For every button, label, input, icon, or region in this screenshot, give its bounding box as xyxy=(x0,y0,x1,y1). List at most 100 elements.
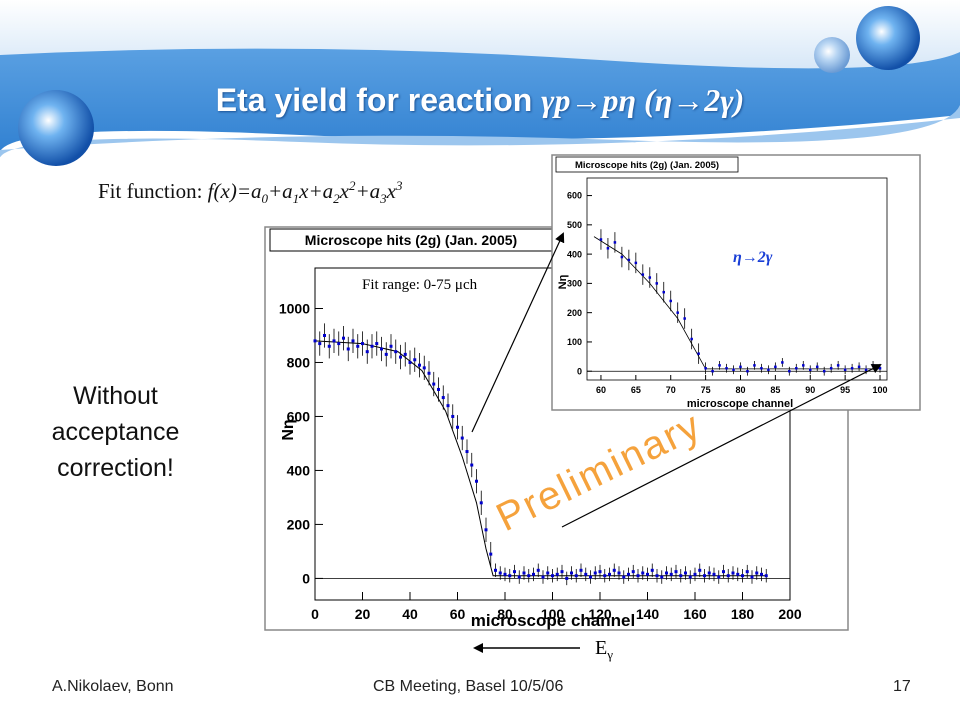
main-ytick-label: 1000 xyxy=(279,300,310,316)
main-data-point xyxy=(460,425,464,451)
main-chart-title: Microscope hits (2g) (Jan. 2005) xyxy=(305,232,517,248)
inset-data-point xyxy=(697,343,700,364)
main-data-point xyxy=(693,567,697,582)
main-data-point xyxy=(318,331,322,356)
main-data-point xyxy=(356,334,360,359)
main-data-point xyxy=(574,568,578,583)
inset-data-point xyxy=(753,360,756,370)
main-data-point xyxy=(650,563,654,578)
ff-t5: x xyxy=(386,179,396,203)
acceptance-note: Without acceptance correction! xyxy=(18,378,213,486)
main-data-point xyxy=(361,331,364,356)
main-data-point xyxy=(489,541,493,567)
main-data-point xyxy=(399,344,402,370)
inset-data-point xyxy=(815,362,819,372)
main-data-point xyxy=(536,563,540,578)
inset-data-point xyxy=(739,362,742,372)
main-xtick-label: 120 xyxy=(588,606,612,622)
footer-author: A.Nikolaev, Bonn xyxy=(52,678,174,695)
main-data-point xyxy=(432,371,436,397)
inset-data-point xyxy=(774,362,777,372)
inset-data-point xyxy=(690,328,693,350)
main-data-point xyxy=(669,567,673,582)
inset-ytick-label: 400 xyxy=(567,249,582,259)
main-xtick-label: 140 xyxy=(636,606,660,622)
main-data-point xyxy=(546,566,550,580)
inset-data-point xyxy=(704,362,707,375)
inset-ytick-label: 0 xyxy=(577,366,582,376)
main-data-point xyxy=(337,331,341,356)
main-data-point xyxy=(475,469,478,494)
main-data-point xyxy=(427,361,431,386)
main-data-point xyxy=(722,564,725,579)
main-ytick-label: 600 xyxy=(287,408,311,424)
main-data-point xyxy=(636,568,640,583)
inset-xtick-label: 85 xyxy=(770,385,780,395)
main-data-point xyxy=(579,563,583,578)
main-data-point xyxy=(517,570,521,584)
main-data-point xyxy=(522,566,526,580)
inset-xtick-label: 90 xyxy=(805,385,815,395)
main-data-point xyxy=(437,377,440,402)
inset-data-point xyxy=(746,366,749,376)
main-data-point xyxy=(641,566,645,580)
ff-t4: +a xyxy=(355,179,381,203)
ff-p2: 2 xyxy=(348,178,356,193)
inset-data-point xyxy=(850,363,854,373)
note-line-2: acceptance xyxy=(51,418,180,446)
header-banner xyxy=(0,0,960,166)
main-data-point xyxy=(712,567,716,582)
main-data-point xyxy=(413,347,417,372)
main-data-point xyxy=(731,566,735,580)
main-ytick-label: 800 xyxy=(287,354,311,370)
sphere-decoration-small xyxy=(814,37,850,73)
main-data-point xyxy=(408,350,412,375)
inset-data-point xyxy=(669,290,672,312)
main-data-point xyxy=(703,568,706,583)
ff-t2: x+a xyxy=(299,179,334,203)
main-data-point xyxy=(351,328,355,354)
zoom-arrow-left xyxy=(471,232,565,433)
main-data-point xyxy=(465,439,469,464)
ff-s3: 3 xyxy=(380,191,387,207)
slide-title: Eta yield for reaction γp→pη (η→2γ) xyxy=(0,82,960,119)
main-data-point xyxy=(631,564,635,579)
inset-ytick-label: 200 xyxy=(567,308,582,318)
main-data-point xyxy=(555,567,559,582)
main-chart-xlabel: microscope channel xyxy=(471,611,635,630)
main-data-point xyxy=(617,566,621,580)
main-data-point xyxy=(380,336,383,362)
main-data-point xyxy=(384,342,388,367)
inset-xtick-label: 60 xyxy=(596,385,606,395)
inset-chart-ylabel: Nη xyxy=(557,274,569,289)
inset-data-point xyxy=(725,363,728,373)
main-data-point xyxy=(707,566,711,580)
inset-data-point xyxy=(802,360,805,370)
main-data-point xyxy=(470,452,474,478)
inset-data-point xyxy=(788,366,791,376)
main-data-point xyxy=(684,566,687,580)
fit-function-prefix: Fit function: xyxy=(98,179,208,203)
inset-annotation: η→2γ xyxy=(733,249,773,266)
inset-data-point xyxy=(760,363,763,373)
inset-data-point xyxy=(857,362,861,372)
inset-data-point xyxy=(843,365,847,375)
main-xtick-label: 100 xyxy=(541,606,565,622)
main-data-point xyxy=(541,570,545,584)
inset-chart-title: Microscope hits (2g) (Jan. 2005) xyxy=(575,160,719,171)
main-data-point xyxy=(755,566,759,580)
main-data-point xyxy=(608,567,611,582)
main-xtick-label: 60 xyxy=(450,606,466,622)
inset-data-point xyxy=(836,360,840,370)
inset-data-point xyxy=(620,246,624,268)
inset-data-point xyxy=(683,308,686,329)
main-data-point xyxy=(456,415,459,440)
main-data-point xyxy=(603,568,607,583)
main-ytick-label: 200 xyxy=(287,516,311,532)
main-data-point xyxy=(593,566,597,580)
inset-data-point xyxy=(662,281,665,303)
inset-data-point xyxy=(613,232,617,253)
main-xtick-label: 160 xyxy=(683,606,707,622)
inset-data-point xyxy=(634,252,638,274)
main-ytick-label: 400 xyxy=(287,462,311,478)
